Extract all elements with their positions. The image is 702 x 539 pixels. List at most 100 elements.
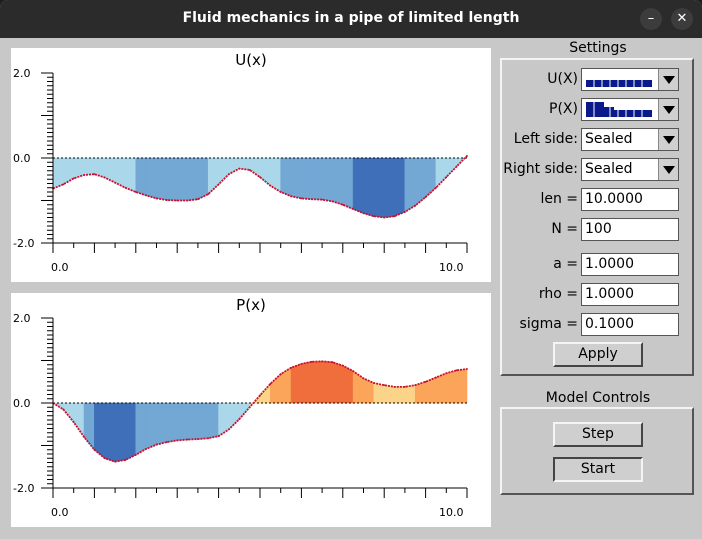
right-side-select[interactable]: Sealed xyxy=(581,158,679,181)
sigma-input[interactable]: 0.1000 xyxy=(581,313,679,336)
len-input[interactable]: 10.0000 xyxy=(581,188,679,211)
p-area-segment xyxy=(187,402,199,440)
px-color-select[interactable] xyxy=(581,98,679,121)
u-data-point xyxy=(393,215,396,218)
u-y-top-label: 2.0 xyxy=(13,67,31,80)
p-data-point xyxy=(414,384,417,387)
u-data-point xyxy=(186,199,189,202)
u-data-point xyxy=(197,198,199,201)
u-data-point xyxy=(279,191,282,193)
u-data-point xyxy=(217,183,220,186)
u-area-segment xyxy=(187,157,199,201)
u-area-segment xyxy=(394,157,406,217)
u-area-segment xyxy=(342,157,354,210)
p-area-segment xyxy=(414,381,426,404)
p-data-point xyxy=(134,453,137,456)
u-data-point xyxy=(445,176,448,179)
u-data-point xyxy=(290,195,292,198)
u-area-segment xyxy=(156,157,168,201)
p-data-point xyxy=(124,459,127,461)
u-area-segment xyxy=(145,157,157,199)
p-data-point xyxy=(372,382,375,384)
p-data-point xyxy=(455,369,458,372)
ux-color-select[interactable] xyxy=(581,68,679,91)
u-data-point xyxy=(238,167,241,170)
apply-button[interactable]: Apply xyxy=(553,342,643,367)
u-area-segment xyxy=(404,157,416,213)
u-data-point xyxy=(372,215,375,218)
right-side-label: Right side: xyxy=(503,161,578,177)
u-data-point xyxy=(248,169,251,171)
chevron-down-icon[interactable] xyxy=(658,99,678,120)
u-data-point xyxy=(145,194,148,197)
u-data-point xyxy=(404,211,406,213)
u-data-point xyxy=(424,196,427,199)
chevron-down-icon[interactable] xyxy=(658,129,678,150)
sigma-label: sigma = xyxy=(519,316,578,332)
p-x-left-label: 0.0 xyxy=(51,506,69,519)
u-area-segment xyxy=(166,157,178,201)
p-data-point xyxy=(93,448,96,451)
u-area-segment xyxy=(373,157,385,218)
p-area-segment xyxy=(383,384,395,404)
p-data-point xyxy=(383,384,386,387)
title-bar[interactable]: Fluid mechanics in a pipe of limited len… xyxy=(0,0,702,38)
chevron-down-icon[interactable] xyxy=(658,69,678,90)
p-area-segment xyxy=(435,372,447,404)
p-area-segment xyxy=(321,361,333,404)
step-button[interactable]: Step xyxy=(553,422,643,447)
p-area-segment xyxy=(373,382,385,404)
p-area-segment xyxy=(311,361,323,404)
px-swatch-icon xyxy=(586,102,652,117)
u-data-point xyxy=(228,173,230,176)
minimize-button[interactable]: – xyxy=(640,8,662,30)
u-plot-canvas: U(x) 2.0 0.0 -2.0 0.0 10.0 xyxy=(13,51,468,274)
close-button[interactable]: ✕ xyxy=(671,8,693,30)
left-side-value: Sealed xyxy=(585,131,633,147)
u-data-point xyxy=(155,197,158,200)
u-data-point xyxy=(259,176,261,179)
rho-input[interactable]: 1.0000 xyxy=(581,283,679,306)
p-area-segment xyxy=(73,402,85,438)
u-data-point xyxy=(310,198,313,201)
u-area-segment xyxy=(280,157,292,197)
rho-label: rho = xyxy=(538,286,578,302)
p-data-point xyxy=(362,377,365,380)
left-side-select[interactable]: Sealed xyxy=(581,128,679,151)
u-y-bot-label: -2.0 xyxy=(13,237,34,250)
start-button[interactable]: Start xyxy=(553,457,643,482)
p-area-segment xyxy=(342,365,354,404)
p-data-point xyxy=(238,418,241,421)
u-data-point xyxy=(114,181,116,184)
u-data-point xyxy=(352,208,355,210)
ux-label: U(X) xyxy=(547,71,578,87)
px-label: P(X) xyxy=(549,101,578,117)
p-area-segment xyxy=(352,370,364,404)
p-data-point xyxy=(300,363,303,365)
p-data-point xyxy=(424,380,427,383)
p-data-point xyxy=(352,370,355,373)
u-data-point xyxy=(93,173,96,176)
close-icon: ✕ xyxy=(676,11,688,26)
u-data-point xyxy=(72,177,75,180)
n-label: N = xyxy=(551,221,578,237)
p-area-segment xyxy=(176,402,188,441)
p-area-segment xyxy=(166,402,178,443)
u-curve xyxy=(52,155,468,219)
len-label: len = xyxy=(540,191,578,207)
u-area-segment xyxy=(301,157,313,200)
a-input[interactable]: 1.0000 xyxy=(581,253,679,276)
n-input[interactable]: 100 xyxy=(581,218,679,241)
u-data-point xyxy=(134,191,137,193)
u-area-segment xyxy=(135,157,147,196)
u-data-point xyxy=(414,204,417,207)
p-area-segment xyxy=(114,402,126,463)
settings-title: Settings xyxy=(569,40,627,56)
p-data-point xyxy=(62,408,65,411)
settings-panel xyxy=(500,58,694,376)
p-data-point xyxy=(155,443,158,446)
p-plot-canvas: P(x) 2.0 0.0 -2.0 0.0 10.0 xyxy=(13,296,468,519)
u-data-point xyxy=(341,203,344,206)
u-area-segment xyxy=(445,157,457,178)
chevron-down-icon[interactable] xyxy=(658,159,678,180)
